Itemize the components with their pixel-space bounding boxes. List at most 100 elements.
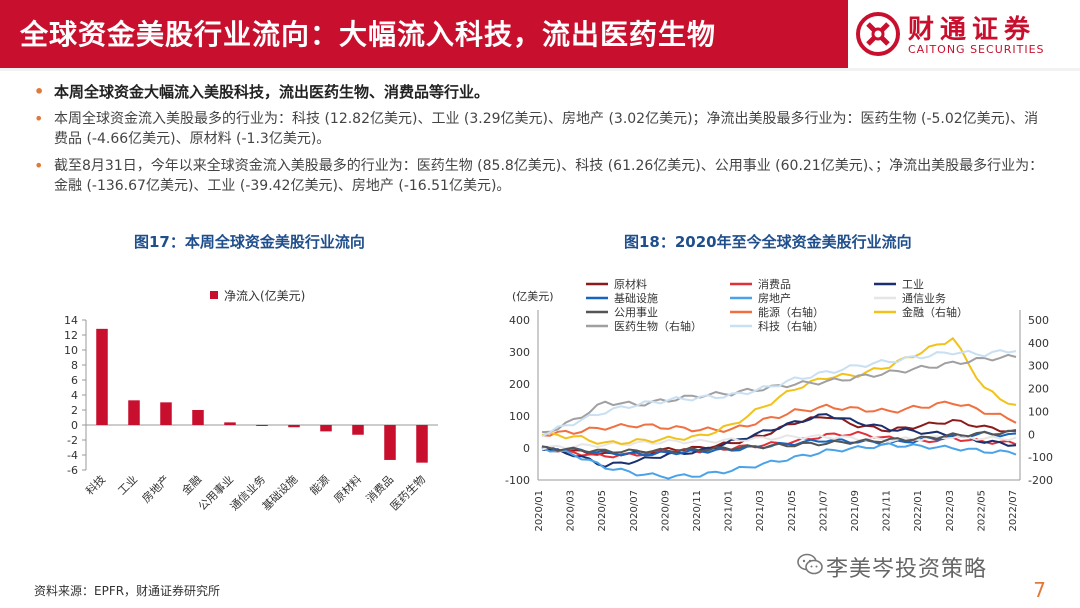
logo-cn: 财通证券	[908, 15, 1037, 45]
x-tick-label: 2022/01	[913, 490, 924, 532]
x-tick-label: 2020/03	[566, 490, 577, 532]
bullet-summary: 本周全球资金大幅流入美股科技，流出医药生物、消费品等行业。	[34, 82, 1044, 102]
legend-label-3: 基础设施	[614, 292, 658, 305]
y-tick-left: 100	[509, 410, 530, 423]
y-tick-right: 0	[1028, 428, 1035, 441]
legend-swatch	[210, 291, 218, 299]
x-tick-label: 2022/05	[976, 490, 987, 532]
y-tick-label: 0	[71, 419, 78, 432]
y-tick-right: 500	[1028, 314, 1049, 327]
legend-label-5: 通信业务	[902, 292, 946, 305]
y-tick-label: 6	[71, 374, 78, 387]
x-tick-label: 2020/01	[534, 490, 545, 532]
x-tick-label: 工业	[115, 473, 140, 498]
x-tick-label: 基础设施	[260, 473, 300, 513]
x-tick-label: 2020/05	[597, 490, 608, 532]
legend-label-7: 能源（右轴）	[758, 305, 824, 319]
legend-label-1: 消费品	[758, 277, 791, 291]
x-tick-label: 2020/07	[629, 490, 640, 532]
y-tick-right: 100	[1028, 405, 1049, 418]
series-line-6	[541, 429, 1017, 454]
y-tick-label: -6	[67, 464, 78, 477]
y-tick-right: 300	[1028, 360, 1049, 373]
y-tick-right: -200	[1028, 474, 1053, 487]
x-tick-label: 科技	[83, 472, 108, 497]
x-tick-label: 2021/09	[850, 490, 861, 532]
x-tick-label: 2021/05	[787, 490, 798, 532]
legend-label-9: 医药生物（右轴）	[614, 319, 702, 333]
legend-label-4: 房地产	[758, 291, 791, 305]
x-tick-label: 2021/11	[882, 490, 893, 532]
x-tick-label: 原材料	[331, 472, 364, 505]
legend-label-2: 工业	[902, 278, 924, 291]
y-tick-label: 2	[71, 404, 78, 417]
bar-4	[224, 422, 236, 425]
page-title: 全球资金美股行业流向：大幅流入科技，流出医药生物	[20, 18, 717, 51]
wechat-icon	[797, 553, 823, 575]
x-tick-label: 能源	[307, 472, 332, 497]
y-tick-label: 8	[71, 359, 78, 372]
logo-en: CAITONG SECURITIES	[908, 43, 1045, 56]
bullet-ytd: 截至8月31日，今年以来全球资金流入美股最多的行业为：医药生物 (85.8亿美元…	[34, 156, 1044, 196]
legend-bg	[580, 278, 880, 334]
x-tick-label: 2021/01	[724, 490, 735, 532]
y-tick-left: 200	[509, 378, 530, 391]
x-tick-label: 2022/07	[1008, 490, 1019, 532]
y-tick-left: 300	[509, 346, 530, 359]
x-tick-label: 2020/09	[660, 490, 671, 532]
x-tick-label: 医药生物	[387, 472, 428, 513]
bar-2	[160, 402, 172, 425]
logo-mark-icon	[856, 12, 900, 56]
series-line-10	[541, 349, 1017, 438]
y-tick-left: -100	[505, 474, 530, 487]
series-line-2	[541, 413, 1017, 468]
bar-5	[256, 425, 268, 426]
legend-label-10: 科技（右轴）	[758, 319, 824, 333]
bar-0	[96, 328, 108, 425]
y-tick-right: -100	[1028, 451, 1053, 464]
legend-label-8: 金融（右轴）	[902, 305, 968, 319]
y-tick-label: 10	[64, 344, 78, 357]
y-tick-label: 14	[64, 314, 78, 327]
y-tick-right: 200	[1028, 383, 1049, 396]
bullet-weekly: 本周全球资金流入美股最多的行业为：科技 (12.82亿美元)、工业 (3.29亿…	[34, 109, 1044, 149]
bar-6	[288, 425, 300, 428]
y-tick-right: 400	[1028, 337, 1049, 350]
bar-3	[192, 410, 204, 425]
series-line-8	[541, 336, 1017, 446]
page-number: 7	[1033, 578, 1046, 602]
header-shadow	[0, 68, 1080, 71]
x-tick-label: 2021/03	[755, 490, 766, 532]
bar-10	[416, 425, 428, 463]
bar-1	[128, 400, 140, 425]
y-tick-label: 4	[71, 389, 78, 402]
fig17-title: 图17：本周全球资金美股行业流向	[134, 233, 365, 251]
bar-8	[352, 425, 364, 435]
x-tick-label: 金融	[179, 472, 204, 497]
legend-label-0: 原材料	[614, 277, 647, 291]
y-axis-label-left: (亿美元)	[512, 290, 554, 303]
series-line-9	[541, 353, 1017, 434]
logo: 财通证券 CAITONG SECURITIES	[848, 0, 1080, 68]
y-tick-label: 12	[64, 329, 78, 342]
y-tick-label: -4	[67, 449, 78, 462]
x-tick-label: 房地产	[139, 472, 172, 505]
fig18-title: 图18：2020年至今全球资金美股行业流向	[624, 233, 912, 251]
legend-label-6: 公用事业	[614, 306, 658, 319]
x-tick-label: 2022/03	[945, 490, 956, 532]
watermark-text: 李美岑投资策略	[826, 557, 988, 582]
bullet-list: 本周全球资金大幅流入美股科技，流出医药生物、消费品等行业。 本周全球资金流入美股…	[34, 82, 1044, 203]
series-line-4	[541, 442, 1017, 480]
y-tick-left: 0	[523, 442, 530, 455]
fig18-line-chart: (亿美元) -100 0 100 200 300 400 -200 -100 0 100 200 300…	[505, 277, 1053, 532]
x-tick-label: 2021/07	[818, 490, 829, 532]
y-tick-left: 400	[509, 314, 530, 327]
bar-7	[320, 425, 332, 432]
y-tick-label: -2	[67, 434, 78, 447]
x-tick-label: 2020/11	[692, 490, 703, 532]
source-note: 资料来源：EPFR，财通证券研究所	[34, 584, 221, 598]
series-line-7	[541, 400, 1017, 437]
header-bar: 全球资金美股行业流向：大幅流入科技，流出医药生物 财通证券 CAITONG SE…	[0, 0, 1080, 68]
bar-9	[384, 425, 396, 460]
